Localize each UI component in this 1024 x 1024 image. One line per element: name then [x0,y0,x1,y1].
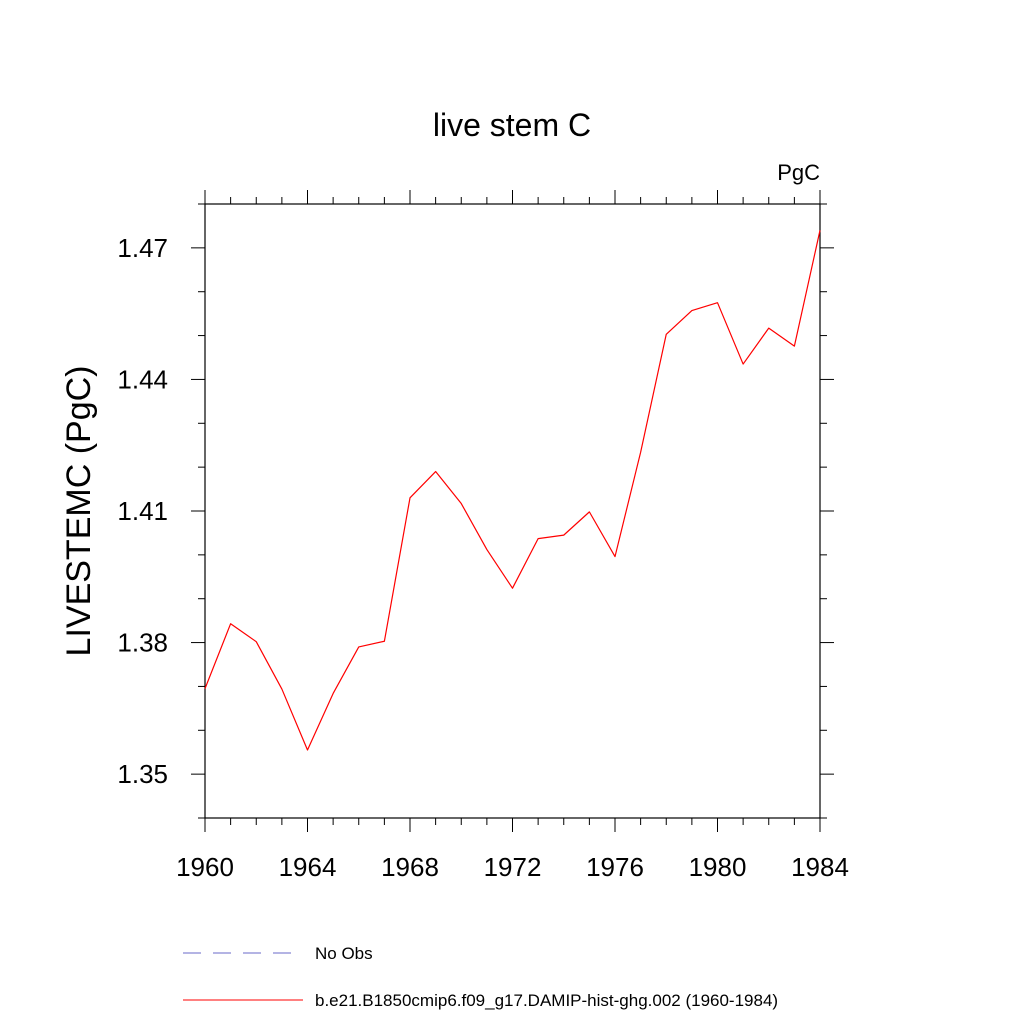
legend-label-no-obs: No Obs [315,944,373,963]
x-axis: 1960 1964 1968 1972 1976 1980 1984 [176,190,849,882]
x-tick-label: 1980 [689,852,747,882]
y-tick-label: 1.44 [117,364,168,394]
legend-label-model: b.e21.B1850cmip6.f09_g17.DAMIP-hist-ghg.… [315,991,778,1010]
series-line [204,230,821,751]
legend: No Obs b.e21.B1850cmip6.f09_g17.DAMIP-hi… [183,944,778,1010]
units-label: PgC [777,160,820,185]
x-tick-label: 1984 [791,852,849,882]
y-axis-label: LIVESTEMC (PgC) [60,366,98,657]
x-tick-label: 1968 [381,852,439,882]
y-tick-label: 1.47 [117,233,168,263]
x-tick-label: 1960 [176,852,234,882]
y-tick-label: 1.35 [117,759,168,789]
chart-title: live stem C [433,107,591,143]
series-layer [204,230,821,751]
x-tick-label: 1964 [279,852,337,882]
x-tick-label: 1972 [484,852,542,882]
x-tick-label: 1976 [586,852,644,882]
y-axis: 1.35 1.38 1.41 1.44 1.47 [117,203,834,819]
y-tick-label: 1.38 [117,628,168,658]
y-tick-label: 1.41 [117,496,168,526]
